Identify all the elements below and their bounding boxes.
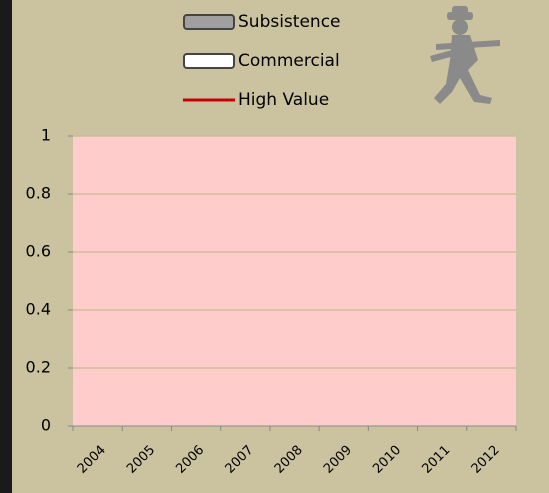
y-tick-label: 0.6 bbox=[26, 242, 51, 261]
runner-icon bbox=[430, 6, 500, 104]
y-tick-label: 0 bbox=[41, 416, 51, 435]
y-tick-label: 0.8 bbox=[26, 184, 51, 203]
legend-label: Commercial bbox=[238, 51, 340, 71]
y-tick-label: 0.2 bbox=[26, 358, 51, 377]
plot-area bbox=[73, 136, 516, 426]
left-border bbox=[0, 0, 12, 493]
legend-swatch bbox=[183, 14, 235, 30]
y-tick-label: 0.4 bbox=[26, 300, 51, 319]
legend-label: Subsistence bbox=[238, 12, 341, 32]
legend-swatch bbox=[183, 53, 235, 69]
legend-label: High Value bbox=[238, 90, 329, 110]
y-tick-label: 1 bbox=[41, 126, 51, 145]
